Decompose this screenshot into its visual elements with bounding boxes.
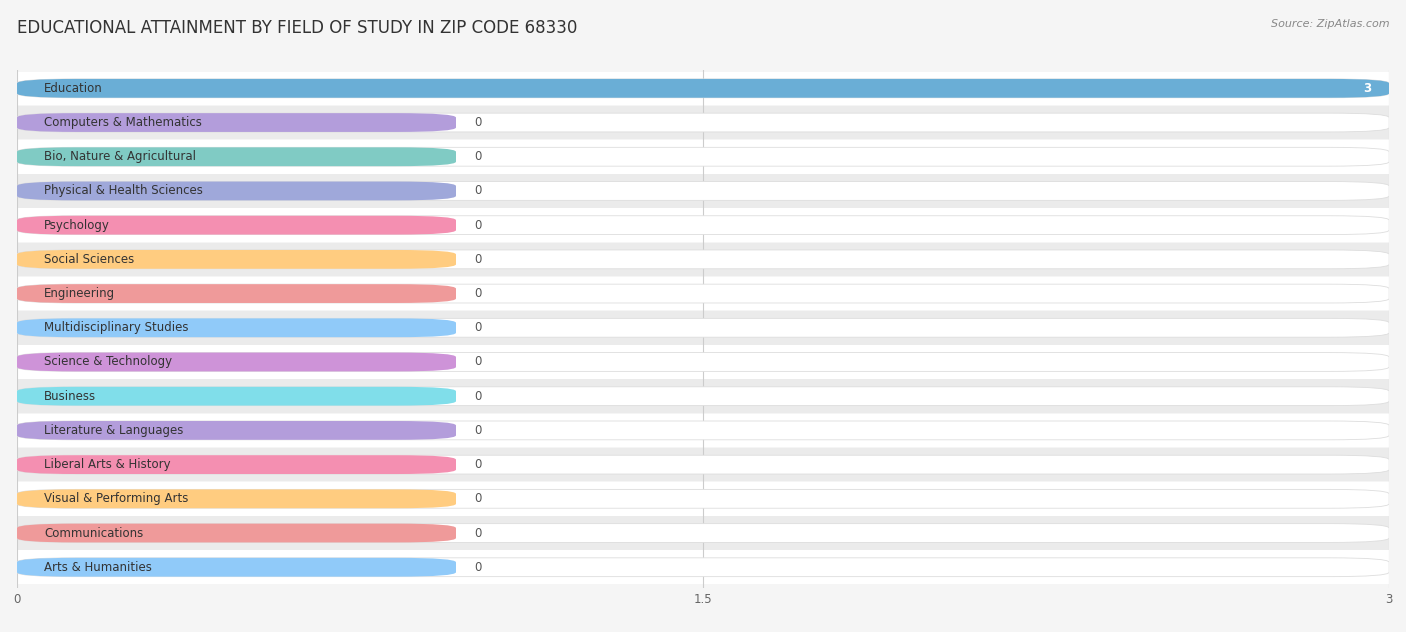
- Text: EDUCATIONAL ATTAINMENT BY FIELD OF STUDY IN ZIP CODE 68330: EDUCATIONAL ATTAINMENT BY FIELD OF STUDY…: [17, 19, 578, 37]
- Text: 0: 0: [474, 287, 482, 300]
- FancyBboxPatch shape: [17, 216, 1389, 234]
- Bar: [17, 516, 1389, 550]
- Text: Social Sciences: Social Sciences: [45, 253, 135, 266]
- Bar: [17, 550, 1389, 584]
- FancyBboxPatch shape: [17, 353, 456, 372]
- Text: Bio, Nature & Agricultural: Bio, Nature & Agricultural: [45, 150, 197, 163]
- FancyBboxPatch shape: [17, 79, 1389, 98]
- Bar: [17, 448, 1389, 482]
- Text: 3: 3: [1362, 82, 1371, 95]
- FancyBboxPatch shape: [17, 387, 1389, 406]
- FancyBboxPatch shape: [17, 558, 1389, 576]
- Text: 0: 0: [474, 253, 482, 266]
- FancyBboxPatch shape: [17, 147, 456, 166]
- Bar: [17, 106, 1389, 139]
- Bar: [17, 140, 1389, 174]
- Text: Psychology: Psychology: [45, 219, 110, 232]
- FancyBboxPatch shape: [17, 319, 1389, 337]
- FancyBboxPatch shape: [17, 558, 456, 576]
- Text: Communications: Communications: [45, 526, 143, 540]
- Bar: [17, 311, 1389, 344]
- FancyBboxPatch shape: [17, 489, 1389, 508]
- Text: Visual & Performing Arts: Visual & Performing Arts: [45, 492, 188, 506]
- FancyBboxPatch shape: [17, 181, 456, 200]
- Text: 0: 0: [474, 424, 482, 437]
- Text: Liberal Arts & History: Liberal Arts & History: [45, 458, 172, 471]
- FancyBboxPatch shape: [17, 250, 1389, 269]
- FancyBboxPatch shape: [17, 524, 1389, 542]
- FancyBboxPatch shape: [17, 113, 1389, 132]
- Text: Education: Education: [45, 82, 103, 95]
- Text: 0: 0: [474, 355, 482, 368]
- Bar: [17, 243, 1389, 276]
- FancyBboxPatch shape: [17, 353, 1389, 372]
- Text: 0: 0: [474, 492, 482, 506]
- Text: Arts & Humanities: Arts & Humanities: [45, 561, 152, 574]
- Text: 0: 0: [474, 150, 482, 163]
- Text: Computers & Mathematics: Computers & Mathematics: [45, 116, 202, 129]
- Text: 0: 0: [474, 219, 482, 232]
- FancyBboxPatch shape: [17, 79, 1389, 98]
- Text: 0: 0: [474, 390, 482, 403]
- Bar: [17, 71, 1389, 105]
- FancyBboxPatch shape: [17, 489, 456, 508]
- FancyBboxPatch shape: [17, 524, 456, 542]
- Text: Source: ZipAtlas.com: Source: ZipAtlas.com: [1271, 19, 1389, 29]
- Bar: [17, 345, 1389, 379]
- Text: 0: 0: [474, 185, 482, 197]
- Text: Multidisciplinary Studies: Multidisciplinary Studies: [45, 321, 188, 334]
- FancyBboxPatch shape: [17, 387, 456, 406]
- FancyBboxPatch shape: [17, 421, 456, 440]
- Text: Literature & Languages: Literature & Languages: [45, 424, 184, 437]
- Bar: [17, 414, 1389, 447]
- FancyBboxPatch shape: [17, 455, 456, 474]
- FancyBboxPatch shape: [17, 284, 456, 303]
- Text: Business: Business: [45, 390, 97, 403]
- Text: 0: 0: [474, 526, 482, 540]
- FancyBboxPatch shape: [17, 250, 456, 269]
- FancyBboxPatch shape: [17, 147, 1389, 166]
- FancyBboxPatch shape: [17, 319, 456, 337]
- FancyBboxPatch shape: [17, 113, 456, 132]
- Text: Physical & Health Sciences: Physical & Health Sciences: [45, 185, 204, 197]
- Text: Engineering: Engineering: [45, 287, 115, 300]
- Bar: [17, 174, 1389, 208]
- Text: 0: 0: [474, 321, 482, 334]
- Bar: [17, 277, 1389, 310]
- FancyBboxPatch shape: [17, 455, 1389, 474]
- Bar: [17, 379, 1389, 413]
- Text: 0: 0: [474, 458, 482, 471]
- Bar: [17, 482, 1389, 516]
- FancyBboxPatch shape: [17, 421, 1389, 440]
- Text: Science & Technology: Science & Technology: [45, 355, 173, 368]
- Bar: [17, 209, 1389, 242]
- Text: 0: 0: [474, 561, 482, 574]
- FancyBboxPatch shape: [17, 216, 456, 234]
- Text: 0: 0: [474, 116, 482, 129]
- FancyBboxPatch shape: [17, 181, 1389, 200]
- FancyBboxPatch shape: [17, 284, 1389, 303]
